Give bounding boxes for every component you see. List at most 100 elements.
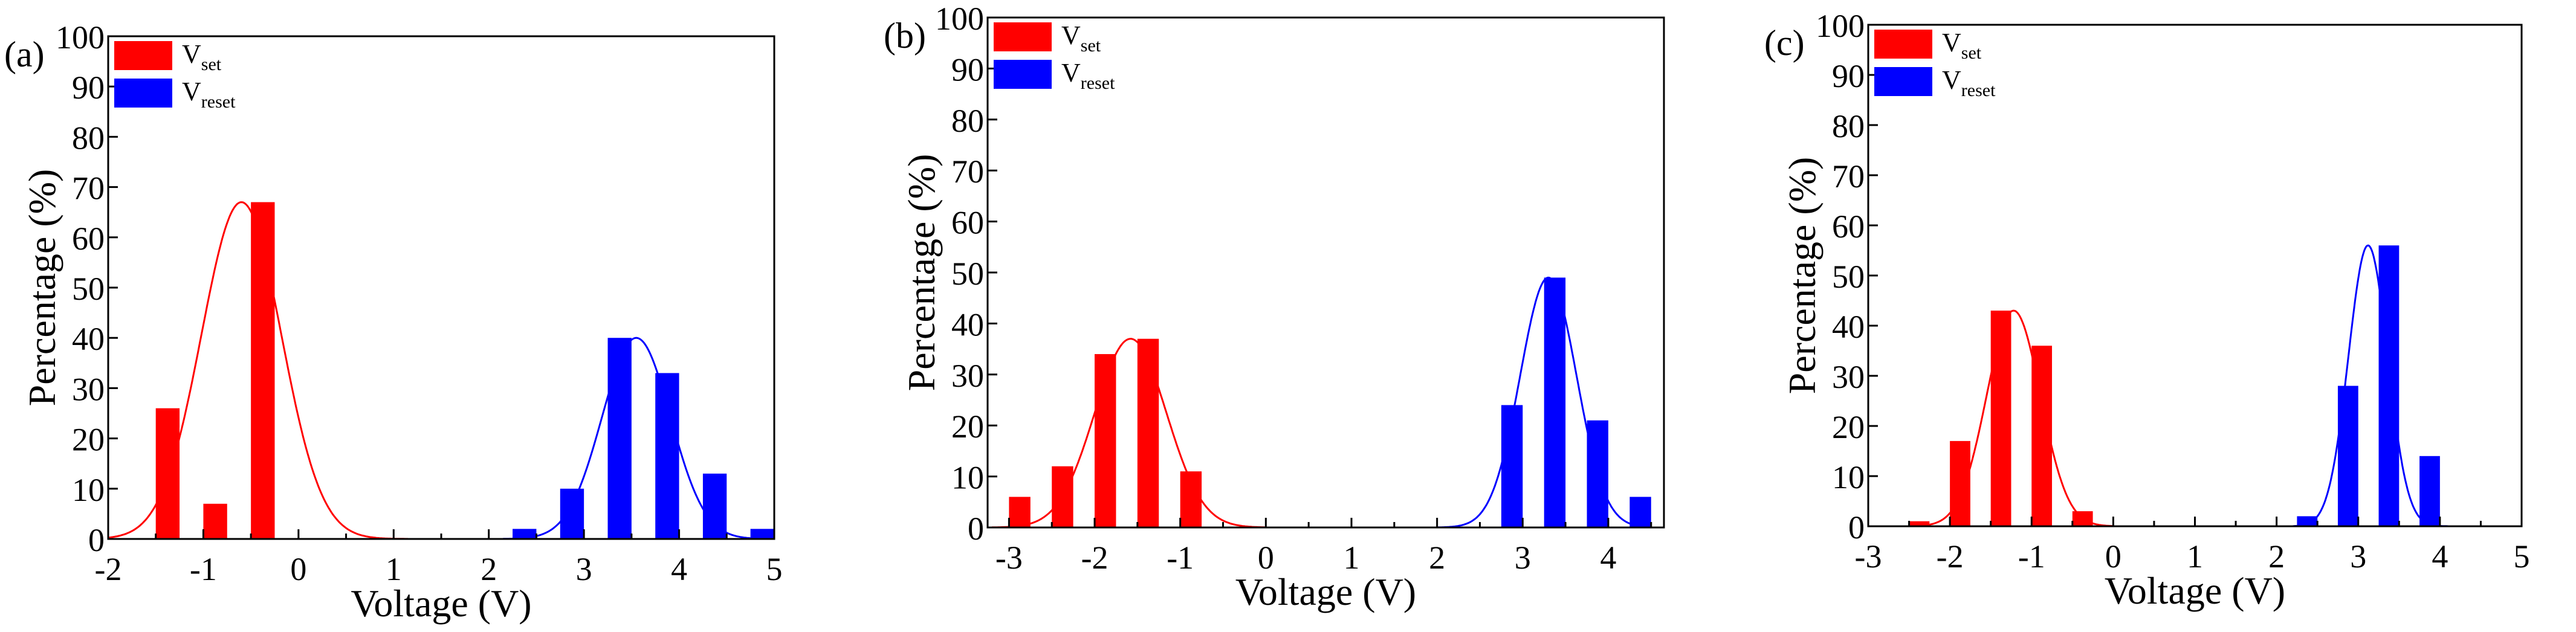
y-tick-label: 60 <box>951 205 984 241</box>
histogram-bar <box>750 529 774 539</box>
panel-c: -3 -2 -1 0 1 2 3 4 50102030405060708090100Voltag… <box>1764 8 2530 612</box>
legend-swatch-vset <box>994 22 1052 51</box>
y-tick-label: 30 <box>1832 359 1865 395</box>
x-tick-label: 4 <box>2432 538 2448 575</box>
gaussian-fit-curve <box>992 338 1266 529</box>
x-tick-label: 0 <box>2105 538 2121 575</box>
legend-label-vreset: Vreset <box>182 77 236 112</box>
histogram-bar <box>1137 338 1159 527</box>
x-axis-label: Voltage (V) <box>2105 569 2285 612</box>
y-tick-label: 60 <box>72 221 105 257</box>
legend-symbol: V <box>1942 28 1961 57</box>
x-tick-label: 3 <box>576 551 592 587</box>
legend-symbol: V <box>1061 58 1081 88</box>
gaussian-fit-curve <box>1925 309 2114 527</box>
legend-label-vreset: Vreset <box>1061 58 1115 93</box>
x-tick-label: 3 <box>2350 538 2366 575</box>
panel-b: -3 -2 -1 0 1 2 3 40102030405060708090100Voltage… <box>884 1 1665 613</box>
y-tick-label: 40 <box>1832 309 1865 345</box>
histogram-bar <box>1095 354 1116 527</box>
x-tick-label: 5 <box>766 551 783 587</box>
panel-label: (b) <box>884 16 926 56</box>
x-tick-label: 2 <box>1429 540 1445 576</box>
x-tick-label: -3 <box>995 540 1023 576</box>
histogram-bar <box>1009 497 1031 527</box>
y-tick-label: 20 <box>72 422 105 458</box>
histogram-bar <box>655 373 679 539</box>
y-axis-label: Percentage (%) <box>900 154 943 392</box>
series-vreset <box>513 338 774 539</box>
gaussian-fit-curve <box>2293 244 2448 527</box>
legend-symbol: V <box>182 77 201 106</box>
y-tick-label: 80 <box>72 120 105 156</box>
histogram-bar <box>1909 521 1930 526</box>
histogram-bar <box>1629 497 1651 527</box>
legend-subscript: reset <box>1961 80 1996 100</box>
legend-swatch-vset <box>1874 30 1932 59</box>
y-tick-label: 10 <box>951 460 984 496</box>
legend-swatch-vreset <box>1874 67 1932 96</box>
y-tick-label: 30 <box>951 358 984 394</box>
x-tick-label: 1 <box>1343 540 1359 576</box>
x-tick-label: 2 <box>481 551 497 587</box>
y-tick-label: 20 <box>1832 409 1865 445</box>
histogram-bar <box>702 473 727 539</box>
series-vset <box>155 202 275 539</box>
legend-label-vreset: Vreset <box>1942 65 1996 100</box>
legend-subscript: set <box>201 54 222 74</box>
y-tick-label: 100 <box>56 19 105 56</box>
histogram-bar <box>2337 385 2358 526</box>
y-tick-label: 0 <box>1848 509 1865 546</box>
histogram-bar <box>1990 311 2011 526</box>
y-tick-label: 60 <box>1832 208 1865 245</box>
x-axis-label: Voltage (V) <box>1235 570 1416 613</box>
y-axis-label: Percentage (%) <box>1781 157 1824 395</box>
y-tick-label: 70 <box>1832 158 1865 195</box>
y-tick-label: 0 <box>968 511 984 547</box>
legend-label-vset: Vset <box>182 39 222 74</box>
histogram-bar <box>203 503 227 539</box>
y-tick-label: 10 <box>1832 459 1865 495</box>
x-tick-label: -2 <box>1081 540 1108 576</box>
y-tick-label: 80 <box>1832 108 1865 144</box>
x-tick-label: 3 <box>1515 540 1531 576</box>
legend-subscript: reset <box>1081 73 1115 93</box>
y-tick-label: 70 <box>951 153 984 190</box>
legend-swatch-vset <box>114 41 172 70</box>
x-tick-label: -2 <box>95 551 122 587</box>
histogram-bar <box>251 202 275 539</box>
histogram-bar <box>155 408 180 539</box>
series-vset <box>1009 338 1202 527</box>
legend-symbol: V <box>182 39 201 69</box>
x-tick-label: -1 <box>1167 540 1194 576</box>
series-vreset <box>2297 245 2440 526</box>
x-tick-label: 0 <box>1258 540 1274 576</box>
histogram-bar <box>1950 440 1970 526</box>
y-tick-label: 0 <box>88 522 105 558</box>
y-tick-label: 100 <box>1816 8 1865 44</box>
histogram-bar <box>2378 245 2400 526</box>
panel-a: -2 -1 0 1 2 3 4 50102030405060708090100Voltage … <box>4 19 783 625</box>
y-tick-label: 70 <box>72 170 105 207</box>
x-tick-label: 4 <box>671 551 687 587</box>
y-tick-label: 30 <box>72 371 105 407</box>
legend-subscript: set <box>1961 43 1982 63</box>
legend-swatch-vreset <box>994 60 1052 89</box>
legend-symbol: V <box>1061 21 1081 50</box>
legend-swatch-vreset <box>114 79 172 108</box>
y-tick-label: 90 <box>72 69 105 106</box>
histogram-bar <box>560 488 584 539</box>
x-tick-label: 4 <box>1600 540 1616 576</box>
x-tick-label: 1 <box>2187 538 2203 575</box>
y-tick-label: 50 <box>72 271 105 307</box>
y-tick-label: 100 <box>935 1 984 37</box>
y-axis-label: Percentage (%) <box>21 169 63 407</box>
y-tick-label: 40 <box>72 321 105 357</box>
histogram-bar <box>2297 516 2318 526</box>
legend-label-vset: Vset <box>1061 21 1101 56</box>
x-tick-label: -1 <box>190 551 217 587</box>
